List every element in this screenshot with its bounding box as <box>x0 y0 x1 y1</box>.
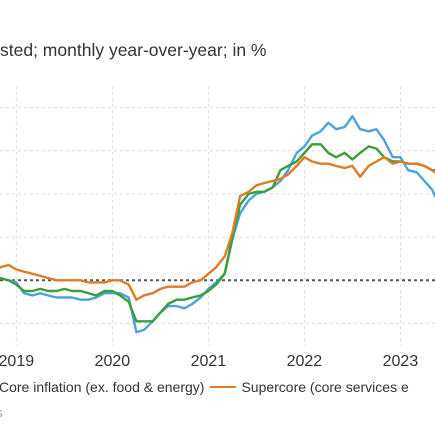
chart-legend: Core inflation (ex. food & energy) Super… <box>0 379 409 395</box>
series-line-2 <box>0 156 435 301</box>
chart-subtitle: sted; monthly year-over-year; in % <box>0 40 267 60</box>
x-tick-label-3: 2022 <box>287 353 323 370</box>
legend-label-supercore: Supercore (core services e <box>241 379 409 395</box>
x-tick-label-1: 2020 <box>95 353 131 370</box>
x-tick-label-2: 2021 <box>191 353 227 370</box>
x-tick-label-0: 2019 <box>0 353 34 370</box>
series-line-0 <box>0 115 435 334</box>
x-tick-label-4: 2023 <box>383 353 419 370</box>
chart-source: s <box>0 405 3 420</box>
legend-label-core: Core inflation (ex. food & energy) <box>0 379 205 395</box>
line-chart: 2019 2020 2021 2022 2023 <box>0 86 435 370</box>
series-line-1 <box>0 143 435 323</box>
legend-swatch-supercore <box>210 386 237 388</box>
